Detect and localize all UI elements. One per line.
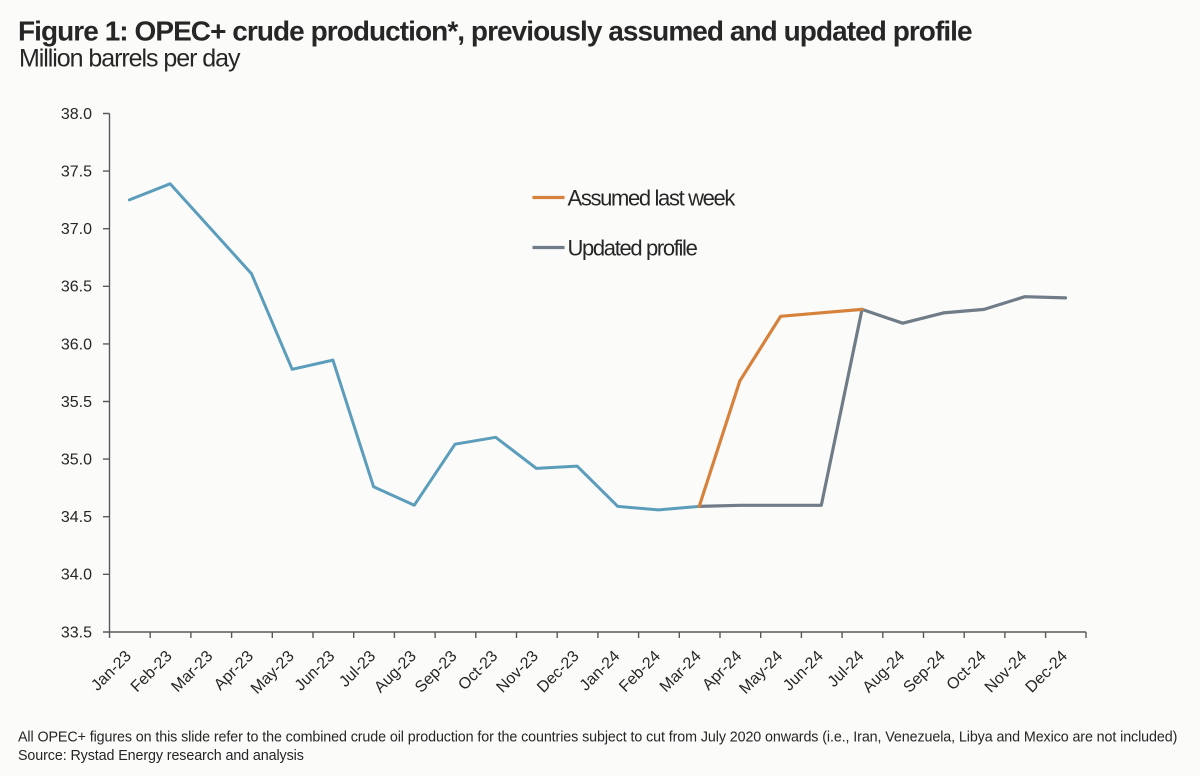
svg-text:38.0: 38.0 (61, 106, 92, 123)
svg-text:Million barrels per day: Million barrels per day (19, 45, 241, 73)
svg-text:Oct-24: Oct-24 (944, 648, 990, 694)
svg-text:33.5: 33.5 (61, 624, 92, 641)
svg-text:May-23: May-23 (248, 648, 298, 698)
svg-text:34.5: 34.5 (61, 509, 92, 526)
svg-text:37.5: 37.5 (61, 164, 92, 181)
svg-text:May-24: May-24 (736, 648, 786, 698)
svg-text:Updated profile: Updated profile (568, 236, 698, 261)
svg-text:Dec-24: Dec-24 (1023, 648, 1072, 697)
svg-text:Nov-24: Nov-24 (982, 648, 1031, 697)
svg-text:Sep-23: Sep-23 (412, 648, 461, 697)
svg-text:Figure 1: OPEC+ crude producti: Figure 1: OPEC+ crude production*, previ… (18, 16, 972, 47)
svg-text:Jan-24: Jan-24 (577, 648, 624, 695)
svg-text:Nov-23: Nov-23 (493, 648, 542, 697)
svg-text:Aug-24: Aug-24 (860, 648, 909, 697)
svg-text:37.0: 37.0 (61, 221, 92, 238)
svg-text:35.0: 35.0 (61, 452, 92, 469)
svg-text:Oct-23: Oct-23 (455, 648, 501, 694)
svg-text:Assumed last week: Assumed last week (568, 186, 737, 211)
svg-text:Mar-24: Mar-24 (657, 648, 705, 696)
svg-text:Feb-23: Feb-23 (128, 648, 176, 696)
svg-text:Jan-23: Jan-23 (88, 648, 135, 695)
svg-text:Feb-24: Feb-24 (616, 648, 664, 696)
svg-text:35.5: 35.5 (61, 394, 92, 411)
svg-text:Source: Rystad Energy research: Source: Rystad Energy research and analy… (18, 748, 304, 764)
svg-text:Sep-24: Sep-24 (900, 648, 949, 697)
svg-text:Jun-24: Jun-24 (780, 648, 827, 695)
svg-text:All OPEC+ figures on this slid: All OPEC+ figures on this slide refer to… (18, 730, 1177, 746)
svg-text:Dec-23: Dec-23 (534, 648, 583, 697)
svg-text:36.5: 36.5 (61, 279, 92, 296)
svg-text:36.0: 36.0 (61, 336, 92, 353)
svg-text:Mar-23: Mar-23 (168, 648, 216, 696)
svg-text:Jun-23: Jun-23 (292, 648, 339, 695)
svg-text:Aug-23: Aug-23 (371, 648, 420, 697)
svg-text:34.0: 34.0 (61, 567, 92, 584)
